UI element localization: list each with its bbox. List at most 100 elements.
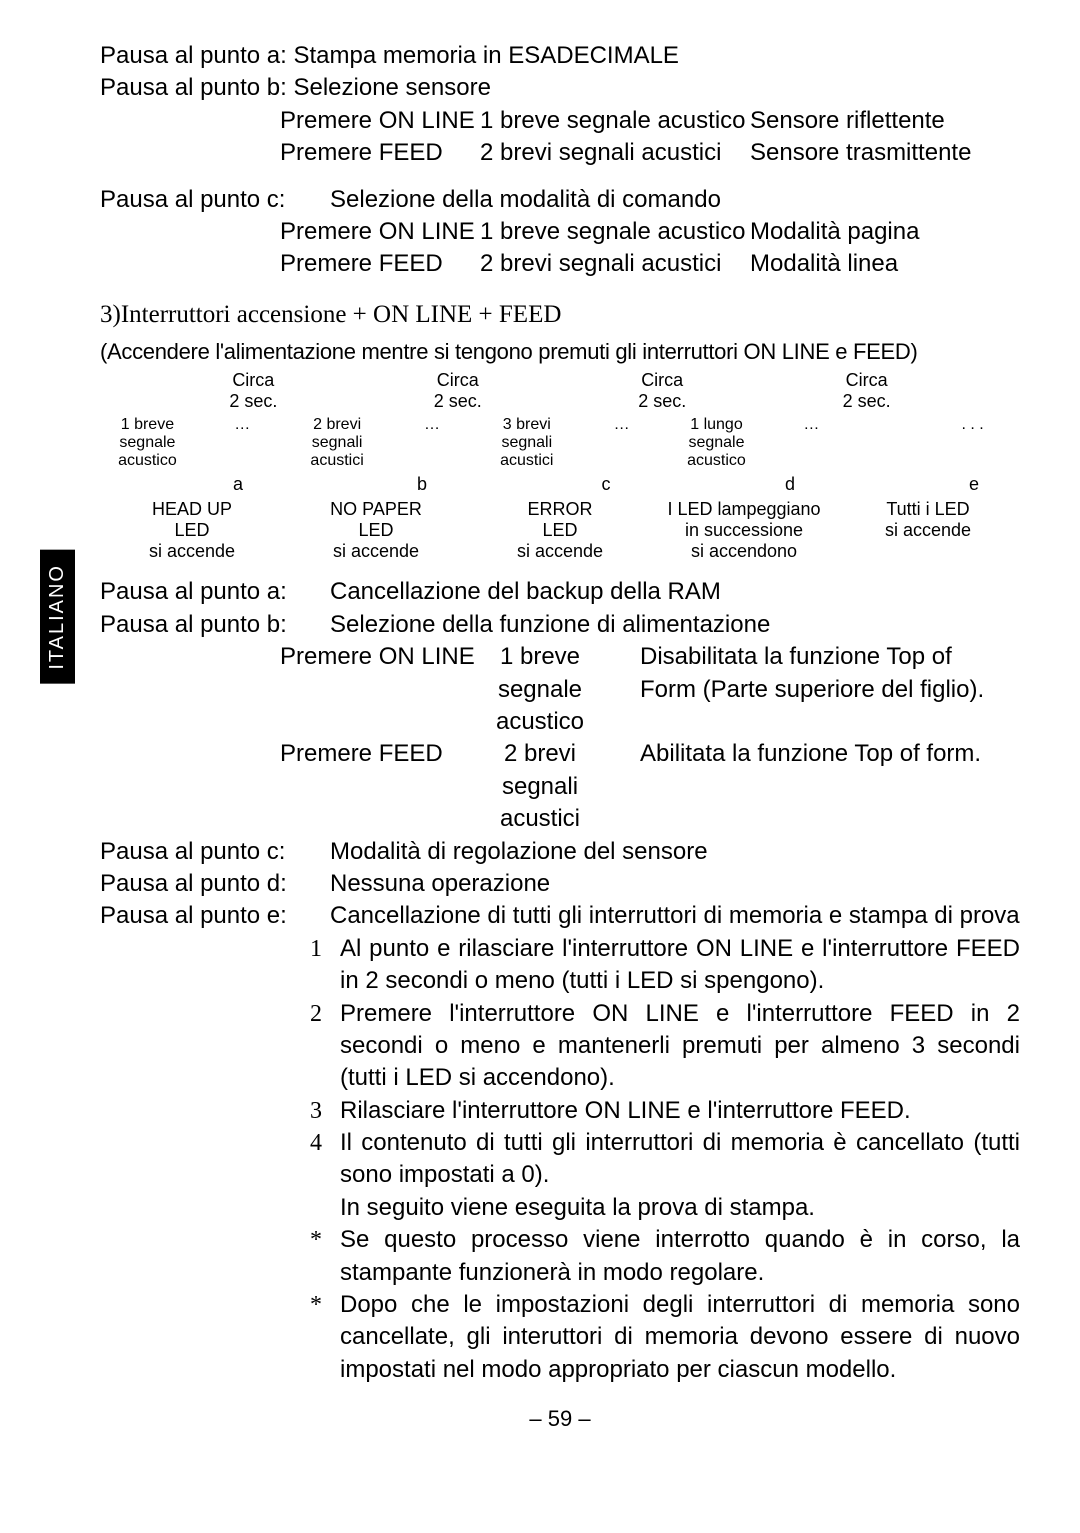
table-row: Premere ON LINE 1 breve Disabilitata la … [100,641,1020,673]
cell: d [744,474,836,495]
label: Pausa al punto b: [100,609,330,641]
cell: … [195,416,290,452]
list-marker: * [310,1224,340,1289]
text: Cancellazione del backup della RAM [330,576,1020,608]
label: Pausa al punto c: [100,836,330,868]
text-line: Pausa al punto b: Selezione della funzio… [100,609,1020,641]
cell: 1 breve segnale acustico [480,105,750,137]
cell: si accende [100,541,284,562]
table-row: Premere ON LINE 1 breve segnale acustico… [100,105,1020,137]
cell: Premere FEED [280,137,480,169]
list-item: 2 Premere l'interruttore ON LINE e l'int… [100,998,1020,1095]
cell: 2 brevi segnali acustici [480,137,750,169]
list-number: 3 [310,1095,340,1127]
list-number: 2 [310,998,340,1095]
cell: . . . [925,416,1020,452]
cell: LED [468,520,652,541]
led-table: HEAD UP NO PAPER ERROR I LED lampeggiano… [100,499,1020,562]
cell: LED [100,520,284,541]
list-item: * Se questo processo viene interrotto qu… [100,1224,1020,1289]
cell: LED [284,520,468,541]
signal-table: 1 breve segnale … 2 brevi segnali … 3 br… [100,416,1020,470]
cell: I LED lampeggiano [652,499,836,520]
cell: NO PAPER [284,499,468,520]
cell: acustico [669,452,764,470]
cell: acustici [479,452,574,470]
section-heading: 3)Interruttori accensione + ON LINE + FE… [100,301,1020,329]
cell: 2 brevi segnali [290,416,385,452]
cell: Premere ON LINE [280,105,480,137]
cell: Circa [407,370,509,391]
cell: si accende [836,520,1020,541]
list-number: 1 [310,933,340,998]
cell: Abilitata la funzione Top of form. [600,738,1020,770]
timing-table: Circa Circa Circa Circa 2 sec. 2 sec. 2 … [100,370,1020,412]
cell: in successione [652,520,836,541]
cell: acustici [480,803,600,835]
table-row: Premere FEED 2 brevi segnali acustici Se… [100,137,1020,169]
cell: Modalità pagina [750,216,1020,248]
cell: si accende [284,541,468,562]
list-text: Se questo processo viene interrotto quan… [340,1224,1020,1289]
cell: Modalità linea [750,248,1020,280]
cell: 2 sec. [202,391,304,412]
list-text: Dopo che le impostazioni degli interrutt… [340,1289,1020,1386]
text-line: Pausa al punto b: Selezione sensore [100,72,1020,104]
cell: 2 brevi [480,738,600,770]
cell: segnale [480,674,600,706]
cell: … [574,416,669,452]
text-line: Pausa al punto c: Modalità di regolazion… [100,836,1020,868]
cell: Sensore riflettente [750,105,1020,137]
label: Pausa al punto e: [100,900,330,932]
cell: e [928,474,1020,495]
cell: acustico [100,452,195,470]
cell: c [560,474,652,495]
cell: si accendono [652,541,836,562]
cell: Form (Parte superiore del figlio). [600,674,1020,706]
text-line: (Accendere l'alimentazione mentre si ten… [100,337,1020,367]
cell: … [385,416,480,452]
text-line: Pausa al punto e: Cancellazione di tutti… [100,900,1020,932]
list-text: Al punto e rilasciare l'interruttore ON … [340,933,1020,998]
page-number: – 59 – [100,1406,1020,1432]
cell: segnali [480,771,600,803]
text: Nessuna operazione [330,868,1020,900]
cell: Tutti i LED [836,499,1020,520]
side-language-tab: ITALIANO [40,550,75,684]
text-line: Pausa al punto a: Cancellazione del back… [100,576,1020,608]
list-text: Rilasciare l'interruttore ON LINE e l'in… [340,1095,1020,1127]
cell: a [192,474,284,495]
text: In seguito viene eseguita la prova di st… [340,1192,1020,1224]
letter-row: a b c d e [100,474,1020,495]
cell: Sensore trasmittente [750,137,1020,169]
cell: acustico [480,706,600,738]
text: Selezione della funzione di alimentazion… [330,609,1020,641]
label: Pausa al punto a: [100,576,330,608]
cell: Circa [816,370,918,391]
list-text: Premere l'interruttore ON LINE e l'inter… [340,998,1020,1095]
cell: 1 breve segnale acustico [480,216,750,248]
text-line: Pausa al punto c: Selezione della modali… [100,184,1020,216]
label: Pausa al punto d: [100,868,330,900]
cell: si accende [468,541,652,562]
cell: 2 brevi segnali acustici [480,248,750,280]
cell: 2 sec. [816,391,918,412]
cell: 1 lungo segnale [669,416,764,452]
table-row: segnale Form (Parte superiore del figlio… [100,674,1020,706]
table-row: acustico [100,706,1020,738]
cell: 2 sec. [407,391,509,412]
list-text: Il contenuto di tutti gli interruttori d… [340,1127,1020,1224]
cell: Premere FEED [280,738,480,770]
cell: HEAD UP [100,499,284,520]
cell: Disabilitata la funzione Top of [600,641,1020,673]
cell: b [376,474,468,495]
table-row: acustici [100,803,1020,835]
text: Il contenuto di tutti gli interruttori d… [340,1127,1020,1192]
list-item: 4 Il contenuto di tutti gli interruttori… [100,1127,1020,1224]
list-number: 4 [310,1127,340,1224]
text: Cancellazione di tutti gli interruttori … [330,900,1020,932]
table-row: segnali [100,771,1020,803]
table-row: Premere FEED 2 brevi segnali acustici Mo… [100,248,1020,280]
list-item: 3 Rilasciare l'interruttore ON LINE e l'… [100,1095,1020,1127]
cell: Premere ON LINE [280,641,480,673]
